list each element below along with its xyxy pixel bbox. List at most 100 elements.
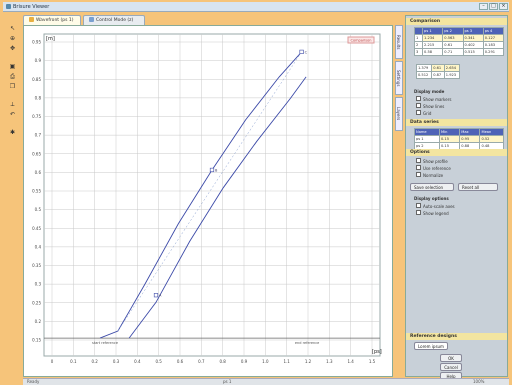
table-header-cell[interactable]: Min — [438, 128, 461, 136]
y-tick-label: 0.5 — [35, 207, 42, 212]
option-row[interactable]: Show markers — [416, 96, 451, 102]
x-axis-label: [ps] — [372, 349, 382, 355]
vtab-results[interactable]: Results — [395, 25, 403, 59]
table-row[interactable]: 0.512 0.87 1.923 — [415, 71, 461, 79]
series-line[interactable] — [128, 76, 307, 339]
plot-area[interactable] — [43, 33, 381, 357]
minimize-button[interactable]: – — [479, 3, 488, 10]
table-row[interactable]: ps 1 0.15 0.95 0.52 — [414, 135, 504, 143]
x-tick-label: 1.5 — [369, 359, 376, 364]
table-header-cell[interactable]: ps 1 — [422, 27, 444, 35]
chart-icon — [29, 17, 34, 22]
table-cell: 0.402 — [462, 41, 484, 49]
checkbox[interactable] — [416, 210, 421, 215]
cancel-button[interactable]: Cancel — [440, 363, 462, 371]
checkbox[interactable] — [416, 110, 421, 115]
settings-tool-icon[interactable]: ✱ — [9, 129, 16, 136]
vtab-layers[interactable]: Layers — [395, 97, 403, 131]
series-line[interactable] — [99, 51, 302, 339]
ok-button[interactable]: OK — [440, 354, 462, 362]
maximize-button[interactable]: □ — [489, 3, 498, 10]
reference-input[interactable]: Lorem ipsum — [414, 342, 448, 350]
data-marker[interactable] — [209, 167, 215, 173]
table-cell: 0.291 — [482, 48, 505, 56]
table-cell: 0.52 — [479, 135, 504, 143]
x-tick-label: 0 — [51, 359, 54, 364]
y-tick-label: 0.85 — [32, 77, 41, 82]
table-cell: 1.234 — [422, 34, 444, 42]
window-title: Brisure Viewer — [13, 4, 50, 10]
save-selection-button[interactable]: Save selection — [410, 183, 454, 191]
data-series-header: Data series — [406, 119, 507, 126]
option-row[interactable]: Normalize — [416, 172, 443, 178]
option-row[interactable]: Show lines — [416, 103, 444, 109]
y-tick-label: 0.9 — [35, 58, 42, 63]
table-row[interactable]: 3 0.58 0.71 0.515 0.291 — [413, 48, 505, 56]
data-marker[interactable] — [153, 293, 159, 298]
table-cell: 0.61 — [431, 64, 445, 72]
y-tick-label: 0.8 — [35, 95, 42, 100]
table-cell: 0.61 — [442, 41, 464, 49]
table-cell: 0.512 — [415, 71, 433, 79]
y-tick-label: 0.95 — [32, 40, 41, 45]
option-row[interactable]: Use reference — [416, 165, 451, 171]
options-header: Options — [406, 149, 507, 156]
table-header-cell[interactable]: Max — [459, 128, 481, 136]
table-cell: 0.341 — [462, 34, 484, 42]
option-label: Use reference — [423, 166, 451, 171]
table-cell: 3 — [413, 48, 424, 56]
table-header-cell[interactable]: ps 4 — [482, 27, 505, 35]
table-row[interactable]: 1 1.234 0.563 0.341 0.127 — [413, 34, 505, 42]
y-tick-label: 0.75 — [32, 114, 41, 119]
plot-panel[interactable]: 0.95 0.9 0.85 0.8 0.75 0.7 0.65 0.6 0.55 0.5 0.45 0… — [23, 25, 393, 377]
checkbox[interactable] — [416, 172, 421, 177]
table-header-cell[interactable]: ps 3 — [462, 27, 484, 35]
y-tick-label: 0.15 — [32, 338, 41, 343]
status-middle: ps 1 — [223, 379, 232, 384]
undo-tool-icon[interactable]: ↶ — [9, 111, 16, 118]
checkbox[interactable] — [416, 103, 421, 108]
control-icon — [89, 17, 94, 22]
annotation-start: start reference — [92, 341, 118, 345]
print-tool-icon[interactable]: ⎙ — [10, 73, 15, 80]
checkbox[interactable] — [416, 158, 421, 163]
pointer-tool-icon[interactable]: ↖ — [9, 25, 16, 32]
table-row[interactable]: 2 2.215 0.61 0.402 0.183 — [413, 41, 505, 49]
table-header-cell[interactable]: ps 2 — [442, 27, 464, 35]
table-row[interactable]: 1.379 0.61 2.654 — [415, 64, 461, 72]
table-cell: 0.127 — [482, 34, 505, 42]
data-marker[interactable] — [299, 49, 304, 54]
option-label: Normalize — [423, 173, 444, 178]
y-axis-label: [m] — [46, 36, 55, 42]
x-tick-label: 0.8 — [219, 359, 226, 364]
tab-wavefront[interactable]: Wavefront (ps 1) — [23, 15, 81, 25]
x-tick-label: 0.2 — [91, 359, 98, 364]
option-row[interactable]: Show profile — [416, 158, 448, 164]
option-row[interactable]: Auto-scale axes — [416, 203, 455, 209]
save-tool-icon[interactable]: ▣ — [9, 63, 16, 70]
option-row[interactable]: Grid — [416, 110, 431, 116]
legend-badge[interactable] — [347, 36, 375, 44]
zoom-tool-icon[interactable]: ⊕ — [9, 35, 16, 42]
copy-tool-icon[interactable]: ❐ — [9, 83, 16, 90]
status-left: Ready — [27, 379, 40, 384]
table-cell: 2.654 — [443, 64, 461, 72]
table-header-cell[interactable]: Name — [414, 128, 440, 136]
vtab-settings[interactable]: Settings — [395, 61, 403, 95]
checkbox[interactable] — [416, 203, 421, 208]
checkbox[interactable] — [416, 96, 421, 101]
checkbox[interactable] — [416, 165, 421, 170]
x-tick-label: 0.7 — [198, 359, 205, 364]
table-cell: 0.58 — [422, 48, 444, 56]
option-row[interactable]: Show legend — [416, 210, 449, 216]
ruler-tool-icon[interactable]: ⟂ — [10, 101, 15, 108]
tab-control-mode[interactable]: Control Mode (z) — [83, 15, 145, 25]
option-label: Show lines — [423, 104, 445, 109]
annotation-end: end reference — [295, 341, 319, 345]
close-button[interactable]: × — [499, 3, 508, 10]
table-header-cell[interactable]: Mean — [479, 128, 504, 136]
y-tick-label: 0.2 — [35, 319, 42, 324]
reset-all-button[interactable]: Reset all — [458, 183, 498, 191]
table-header-cell[interactable] — [413, 27, 424, 35]
pan-tool-icon[interactable]: ✥ — [9, 45, 16, 52]
